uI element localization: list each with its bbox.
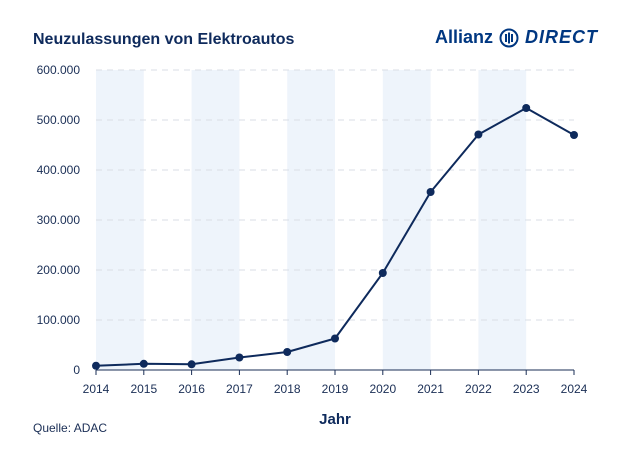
x-tick-label: 2015 [130,382,157,396]
y-tick-label: 100.000 [37,313,81,327]
x-tick-label: 2022 [465,382,492,396]
source-note: Quelle: ADAC [33,421,108,435]
y-tick-label: 300.000 [37,213,81,227]
x-tick-label: 2019 [322,382,349,396]
data-point [139,359,148,368]
y-tick-label: 0 [73,363,80,377]
data-point [187,360,196,369]
y-tick-label: 400.000 [37,163,81,177]
x-axis-label: Jahr [319,411,351,428]
x-tick-label: 2017 [226,382,253,396]
y-axis-ticks: 0 100.000 200.000 300.000 400.000 500.000 600.… [37,63,81,377]
data-point [283,348,292,356]
logo-brand-text: Allianz [434,27,493,47]
data-point [522,104,531,112]
grid-lines [96,69,574,321]
data-point [426,188,435,196]
x-tick-label: 2024 [561,382,588,396]
data-point [474,130,483,139]
data-point [570,131,578,139]
data-points [92,104,578,370]
data-point [235,353,244,362]
y-tick-label: 600.000 [37,63,81,77]
data-point [331,334,339,343]
data-point [92,361,100,370]
x-tick-label: 2023 [513,382,540,396]
x-tick-label: 2020 [369,382,396,396]
x-axis-ticks: 2014 2015 2016 2017 2018 2019 2020 2021 2022 2023… [83,370,588,396]
data-point [378,269,387,277]
x-tick-label: 2016 [178,382,205,396]
x-tick-label: 2018 [274,382,301,396]
x-tick-label: 2021 [417,382,444,396]
allianz-eagle-icon [499,28,519,47]
logo-sub-text: DIRECT [525,27,598,47]
y-tick-label: 200.000 [37,263,81,277]
x-tick-label: 2014 [83,382,110,396]
brand-logo: Allianz DIRECT [435,27,598,48]
y-tick-label: 500.000 [37,113,81,127]
chart-title: Neuzulassungen von Elektroautos [33,31,295,48]
